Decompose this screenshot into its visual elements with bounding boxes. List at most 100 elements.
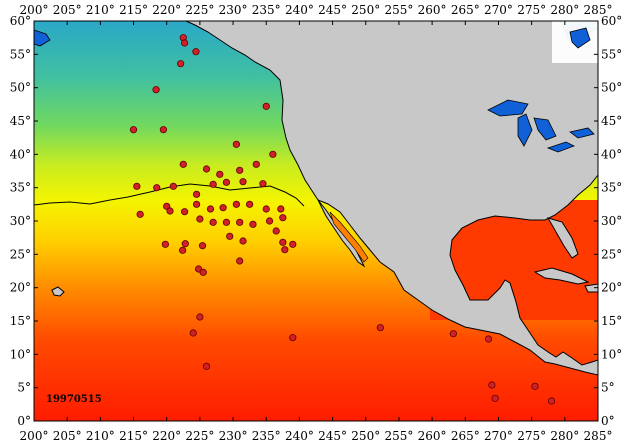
hispaniola [584,283,598,293]
lat-label-left: 40° [10,147,31,161]
station-marker [153,184,161,192]
lon-label-bottom: 215° [119,429,148,443]
station-marker [198,242,207,250]
station-marker [262,102,270,110]
lat-label-right: 5° [601,381,615,395]
lat-label-left: 50° [10,81,31,95]
lon-label-bottom: 255° [384,429,413,443]
station-marker [202,362,211,370]
hawaii [51,286,65,297]
lon-label-bottom: 245° [318,429,347,443]
station-marker [265,217,274,225]
lat-label-left: 60° [10,14,31,28]
lon-label-top: 275° [517,3,546,17]
station-marker [133,182,141,190]
station-marker [246,200,254,208]
lon-label-bottom: 205° [53,429,82,443]
lat-label-right: 25° [601,247,622,261]
lon-label-top: 265° [451,3,480,17]
lat-label-right: 15° [601,314,622,328]
station-marker [136,210,144,218]
station-marker [289,334,297,342]
lon-label-bottom: 225° [185,429,214,443]
lat-label-right: 60° [601,14,622,28]
date-label: 19970515 [46,394,102,405]
florida [546,217,579,259]
station-marker [181,39,189,47]
lat-label-left: 35° [10,181,31,195]
lon-label-bottom: 200° [20,429,49,443]
station-marker [222,218,231,226]
lon-label-top: 255° [384,3,413,17]
lon-label-top: 220° [152,3,181,17]
station-marker [252,160,260,168]
lat-label-left: 25° [10,247,31,261]
hudson-bay-water [569,27,591,49]
lat-label-right: 45° [601,114,622,128]
station-marker [232,140,240,148]
station-marker [192,48,200,56]
station-marker [181,208,189,216]
lat-label-right: 55° [601,47,622,61]
station-marker [152,86,160,94]
station-marker [249,220,257,228]
lon-label-bottom: 250° [351,429,380,443]
station-marker [236,257,244,265]
station-marker [192,200,201,208]
lon-label-top: 240° [285,3,314,17]
station-marker [281,246,289,254]
station-marker [277,205,285,213]
lon-label-top: 285° [584,3,613,17]
alaska-water [34,29,51,47]
lon-label-bottom: 230° [219,429,248,443]
station-marker [232,200,240,208]
lon-label-top: 280° [550,3,579,17]
station-marker [196,215,204,223]
station-marker [209,218,217,226]
lon-label-top: 230° [219,3,248,17]
lon-label-top: 205° [53,3,82,17]
lat-label-right: 40° [601,147,622,161]
station-marker [279,238,287,246]
station-marker [236,166,244,174]
station-marker [179,160,187,168]
lon-label-bottom: 275° [517,429,546,443]
lat-label-left: 55° [10,47,31,61]
lon-label-bottom: 210° [86,429,115,443]
station-marker [166,207,174,215]
station-marker [547,397,556,405]
lon-label-top: 210° [86,3,115,17]
station-marker [239,237,247,245]
station-marker [219,204,227,212]
lon-label-bottom: 280° [550,429,579,443]
station-marker [236,218,244,226]
station-marker [192,190,201,198]
station-marker [181,240,189,248]
lat-label-left: 5° [17,381,31,395]
station-marker [279,214,287,222]
lat-label-left: 45° [10,114,31,128]
lat-label-right: 10° [601,347,622,361]
station-marker [272,227,280,235]
station-marker [206,205,215,213]
station-marker [161,240,169,248]
lon-label-top: 200° [20,3,49,17]
lon-label-top: 235° [252,3,281,17]
station-marker [259,180,267,188]
lat-label-right: 50° [601,81,622,95]
station-marker [226,232,234,240]
lon-label-bottom: 220° [152,429,181,443]
station-marker [449,330,457,338]
lon-label-top: 245° [318,3,347,17]
lon-label-top: 270° [484,3,513,17]
station-marker [199,268,207,276]
station-marker [202,165,211,173]
station-marker [177,60,185,68]
station-marker [222,178,231,186]
station-marker [289,240,297,248]
cuba [533,267,590,285]
station-marker [196,313,204,321]
lon-label-bottom: 265° [451,429,480,443]
lon-label-top: 215° [119,3,148,17]
